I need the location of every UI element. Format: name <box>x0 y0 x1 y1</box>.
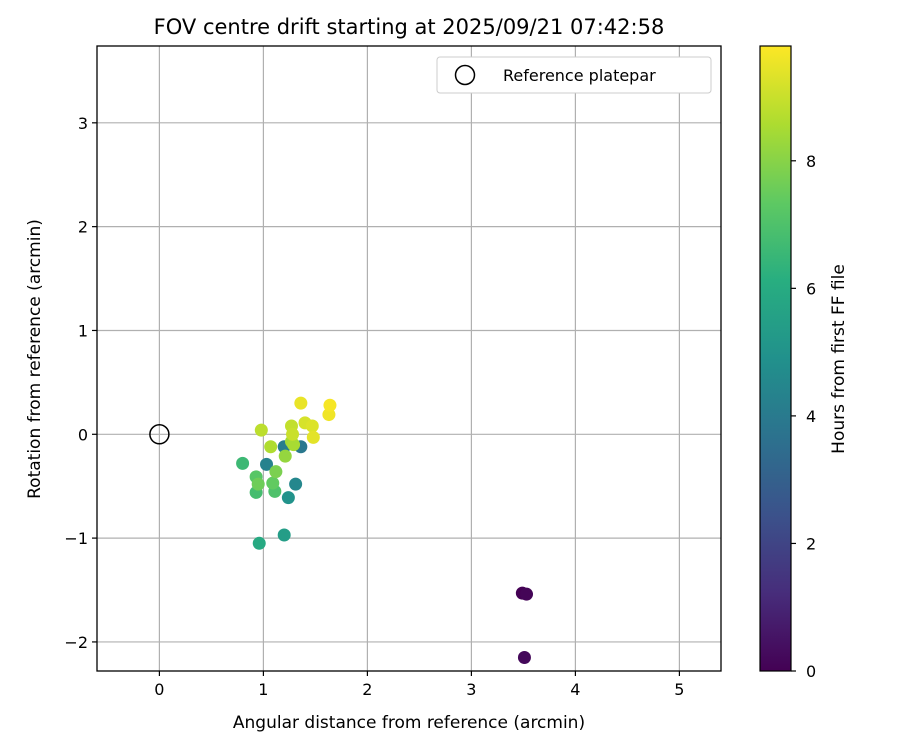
colorbar-ticks: 0 2 4 6 8 <box>791 152 816 681</box>
chart-title: FOV centre drift starting at 2025/09/21 … <box>154 15 665 39</box>
colorbar-tick-label: 8 <box>806 152 816 171</box>
y-tick-label: 1 <box>78 321 88 340</box>
data-point <box>260 457 274 471</box>
data-points <box>236 396 534 665</box>
data-point <box>520 587 534 601</box>
data-point <box>277 528 291 542</box>
data-point <box>269 465 283 479</box>
data-point <box>236 456 250 470</box>
legend: Reference platepar <box>436 56 712 94</box>
data-point <box>305 419 319 433</box>
data-point <box>289 477 303 491</box>
legend-marker-icon <box>454 64 476 86</box>
data-point <box>306 430 320 444</box>
y-axis-label: Rotation from reference (arcmin) <box>25 219 45 499</box>
data-point <box>278 449 292 463</box>
y-tick-label: −2 <box>64 633 88 652</box>
colorbar: 0 2 4 6 8 Hours from first FF file <box>759 45 849 681</box>
colorbar-tick-label: 2 <box>806 534 816 553</box>
data-point <box>517 651 531 665</box>
legend-label: Reference platepar <box>503 66 656 85</box>
y-tick-label: 2 <box>78 218 88 237</box>
legend-box <box>436 56 712 94</box>
x-tick-label: 1 <box>258 680 268 699</box>
data-point <box>254 423 268 437</box>
colorbar-tick-label: 0 <box>806 662 816 681</box>
colorbar-tick-label: 4 <box>806 407 816 426</box>
y-tick-label: −1 <box>64 529 88 548</box>
x-axis-label: Angular distance from reference (arcmin) <box>233 713 585 733</box>
plot-area-frame <box>96 45 722 672</box>
x-tick-label: 2 <box>362 680 372 699</box>
data-point <box>287 438 301 452</box>
y-tick-label: 3 <box>78 114 88 133</box>
data-point <box>251 477 265 491</box>
data-point <box>294 396 308 410</box>
x-tick-label: 3 <box>466 680 476 699</box>
data-point <box>323 398 337 412</box>
x-axis-ticks: 0 1 2 3 4 5 <box>154 671 684 699</box>
data-point <box>266 476 280 490</box>
y-axis-ticks: −2 −1 0 1 2 3 <box>64 114 97 652</box>
colorbar-tick-label: 6 <box>806 279 816 298</box>
x-tick-label: 0 <box>154 680 164 699</box>
grid-lines <box>97 46 721 671</box>
reference-platepar-marker <box>149 424 170 445</box>
data-point <box>252 536 266 550</box>
data-point <box>286 427 300 441</box>
x-tick-label: 4 <box>570 680 580 699</box>
colorbar-label: Hours from first FF file <box>829 264 849 454</box>
data-point <box>281 491 295 505</box>
colorbar-gradient <box>759 45 792 672</box>
y-tick-label: 0 <box>78 425 88 444</box>
data-point <box>264 440 278 454</box>
x-tick-label: 5 <box>674 680 684 699</box>
